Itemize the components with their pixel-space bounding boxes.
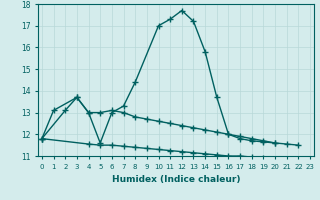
X-axis label: Humidex (Indice chaleur): Humidex (Indice chaleur) [112,175,240,184]
